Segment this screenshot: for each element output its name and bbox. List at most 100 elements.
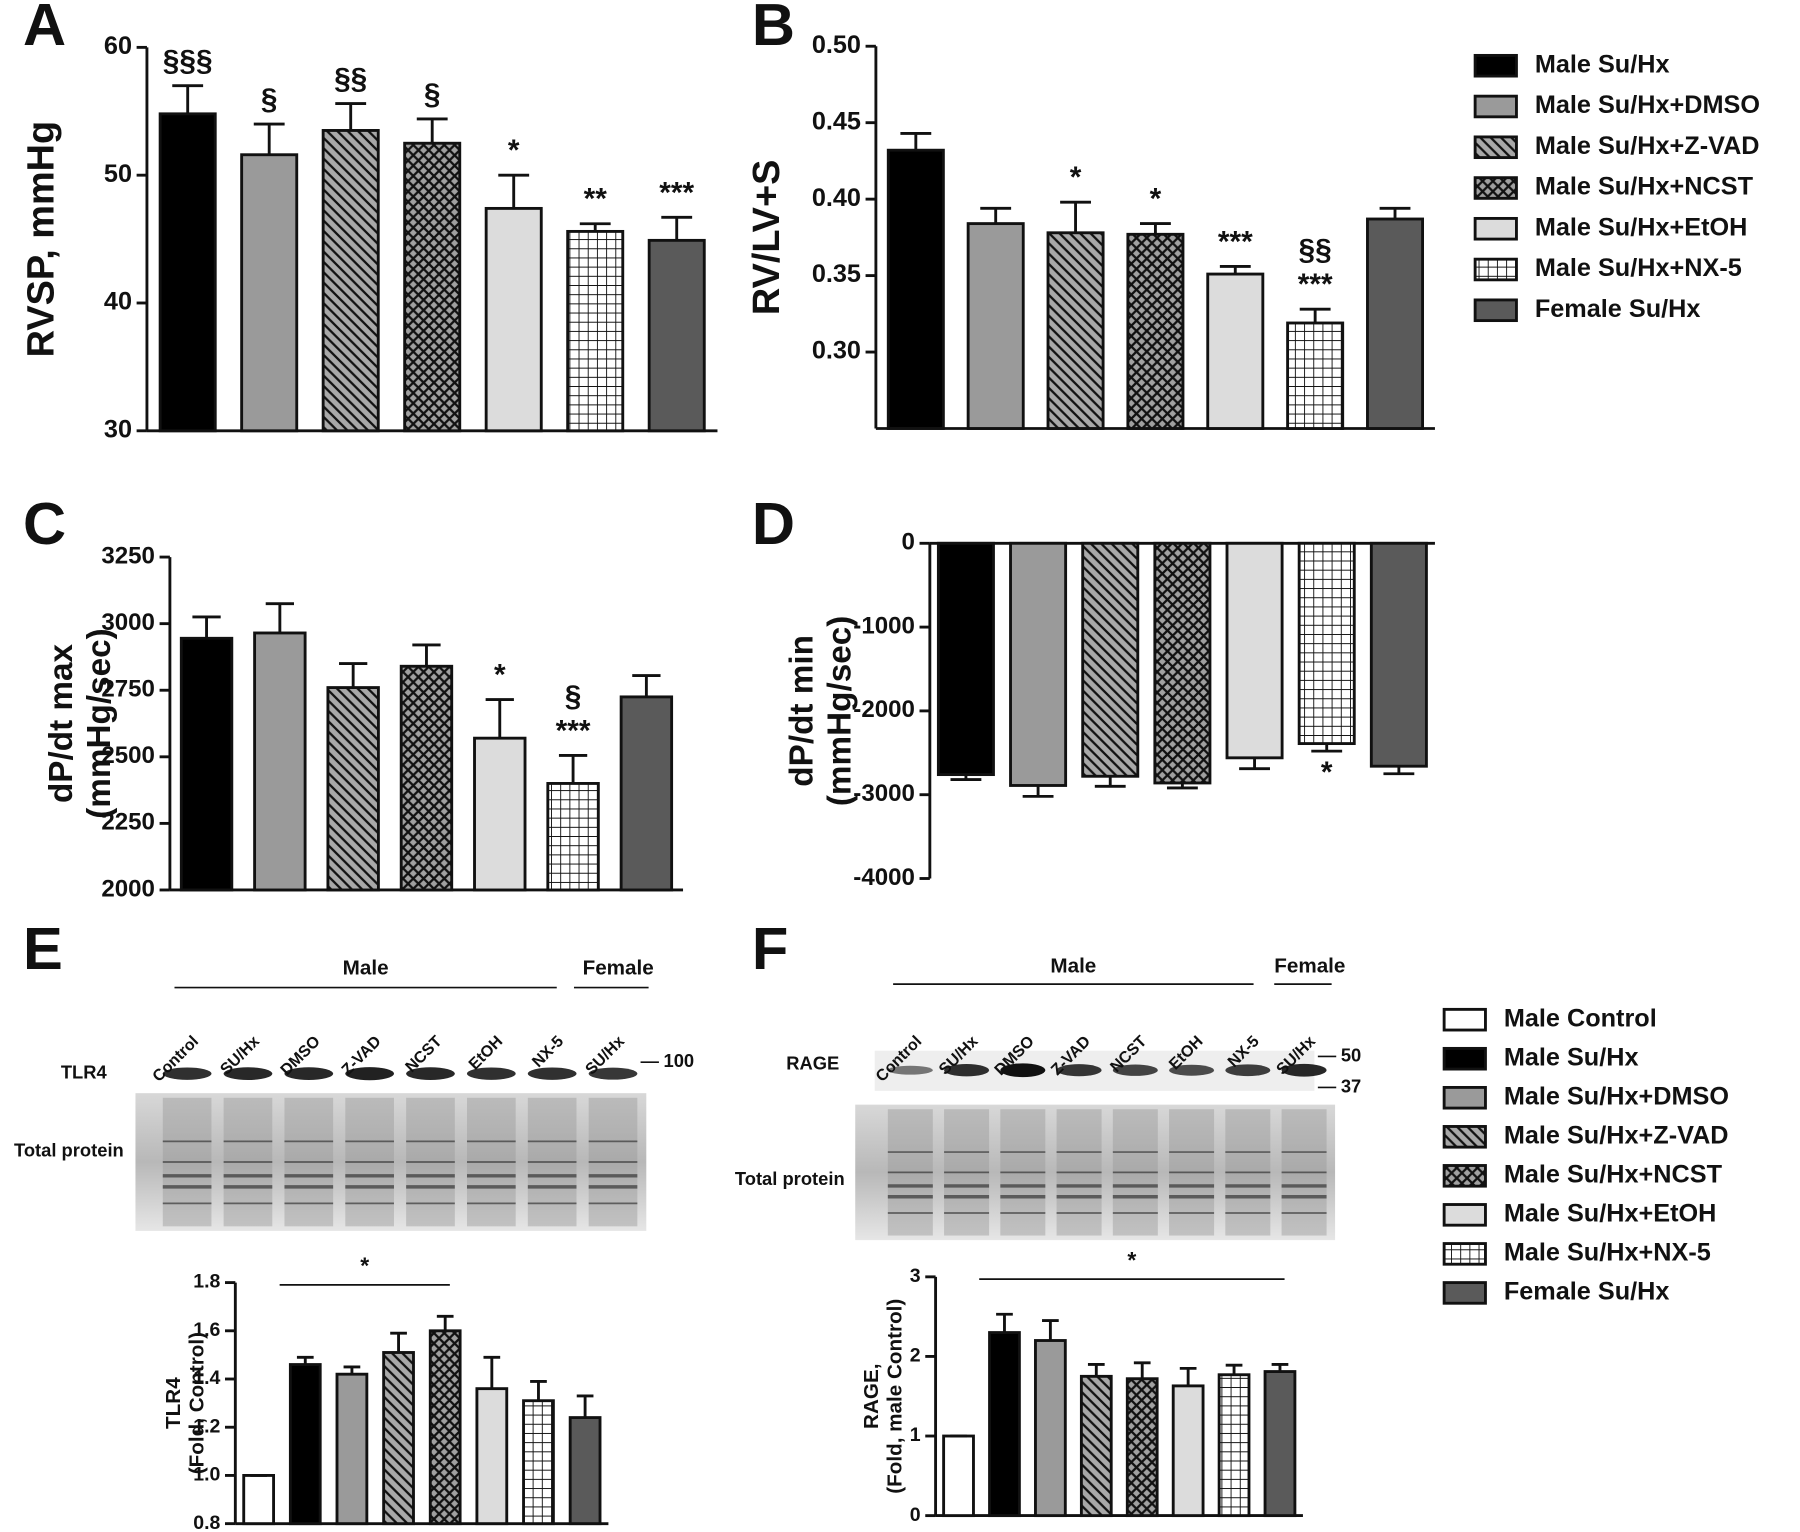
error-bar [996,1312,1013,1333]
bar [428,1329,462,1526]
blot-band [466,1067,516,1080]
bar [1206,272,1265,430]
legend-label: Male Su/Hx [1504,1043,1639,1071]
error-bar [265,602,294,633]
bar [1125,1377,1159,1518]
legend-swatch [1473,216,1518,241]
y-tick-label: 3250 [101,542,155,569]
error-bar [900,131,932,151]
y-tick-label: 2500 [101,742,155,769]
significance-mark: §§ [334,63,367,96]
bar [1225,541,1284,760]
y-tick-label: 0.30 [812,337,861,365]
bar [988,1331,1021,1518]
legend-swatch [1473,53,1518,78]
error-bar [339,662,368,688]
bar [1079,1374,1113,1518]
error-bar [296,1355,314,1365]
legend-swatch [1442,1203,1487,1227]
bar [1126,232,1185,430]
bar [335,1372,369,1526]
bar [1366,217,1425,430]
error-bar [1166,782,1198,790]
legend-label: Male Su/Hx+NCST [1504,1160,1723,1188]
error-bar [485,698,514,739]
y-axis-label: dP/dt min [783,635,820,787]
bar [886,148,945,430]
bar [619,695,674,892]
error-bar [412,643,441,667]
error-bar [579,222,611,232]
significance-mark: §§§ [163,45,213,78]
legend-label: Male Su/Hx+NX-5 [1535,254,1742,282]
marker-label: 100 [664,1050,695,1071]
y-tick-label: 0.50 [812,31,861,59]
bar [1171,1384,1205,1518]
legend-swatch [1442,1085,1487,1110]
significance-mark: * [1150,183,1162,216]
error-bar [343,1365,361,1375]
y-tick-label: 0.45 [812,107,861,135]
group-label: Female [1274,954,1345,977]
y-axis-label: (Fold, male Control) [884,1299,907,1494]
panel-letter: B [752,0,795,58]
blot-band [1225,1064,1271,1077]
error-bar [1022,785,1054,798]
y-tick-label: -2000 [853,696,915,723]
bar [546,782,600,892]
blot-band [944,1064,990,1077]
significance-mark: § [261,83,278,116]
y-tick-label: 1.0 [193,1464,220,1486]
bar [179,636,234,892]
bar [473,736,527,892]
blot-band [284,1067,334,1081]
bar [253,631,307,892]
loading-label: Total protein [735,1168,845,1189]
y-tick-label: 1.4 [193,1367,220,1389]
legend-swatch [1442,1242,1487,1266]
lane-label: EtOH [465,1032,506,1073]
legend-label: Male Su/Hx+NCST [1535,173,1754,201]
y-tick-label: 1.2 [193,1415,220,1437]
y-axis-label: (mmHg/sec) [822,616,859,807]
error-bar [1094,776,1126,788]
bar [382,1351,415,1526]
error-bar [632,674,661,697]
error-bar [1133,1361,1151,1379]
error-bar [980,206,1012,224]
y-tick-label: 2250 [101,809,155,836]
y-axis-label: RV/LV+S [746,160,788,315]
blot-band [1056,1064,1102,1077]
error-bar [558,754,588,784]
legend-swatch [1473,176,1518,200]
significance-mark: * [508,134,520,167]
bar [1081,541,1140,778]
blot-band [527,1067,577,1080]
bar [1217,1373,1251,1518]
panel-letter: F [752,915,788,982]
y-tick-label: 1.6 [193,1319,220,1341]
bar [240,153,299,433]
legend-swatch [1473,257,1518,282]
y-tick-label: 30 [104,415,132,443]
legend-swatch [1442,1164,1487,1188]
legend-label: Male Su/Hx+EtOH [1504,1200,1717,1228]
bar [1153,541,1212,785]
marker-label: 37 [1341,1075,1361,1096]
error-bar [436,1314,454,1331]
error-bar [661,215,693,241]
marker-label: 50 [1341,1044,1361,1065]
y-tick-label: 3000 [101,609,155,636]
blot-band [1281,1063,1327,1077]
bar [1297,541,1356,746]
legend-swatch [1442,1125,1487,1149]
significance-mark: ** [584,183,608,216]
significance-mark: * [360,1253,369,1279]
error-bar [483,1355,501,1389]
legend-swatch [1473,298,1518,323]
bar [326,686,380,892]
y-axis-label: (mmHg/sec) [81,628,118,819]
blot-band [887,1065,933,1075]
significance-mark: *** [659,176,694,209]
